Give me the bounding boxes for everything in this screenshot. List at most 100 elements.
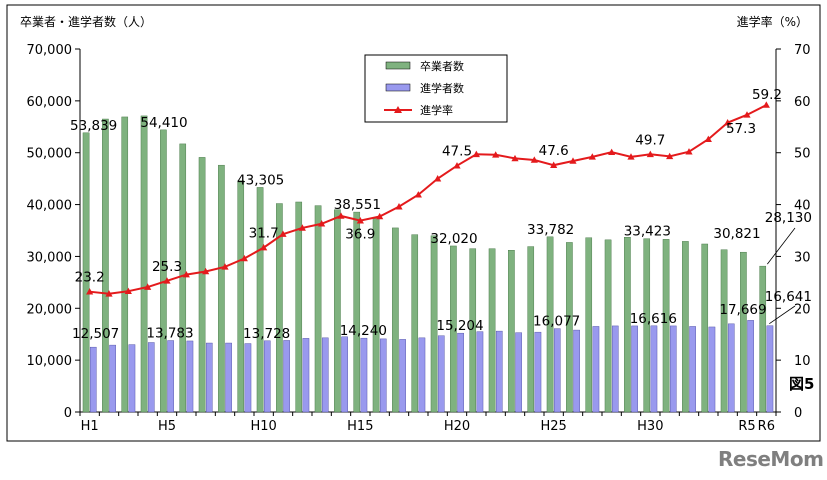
x-tick-label: H20 (444, 419, 470, 434)
bar-graduates (140, 115, 148, 413)
marker-rate (530, 156, 538, 163)
x-tick-label: H25 (541, 419, 567, 434)
data-label-enrolled: 15,204 (436, 318, 483, 334)
bar-enrolled (437, 335, 445, 413)
marker-rate (627, 153, 635, 160)
bar-enrolled (650, 325, 658, 413)
marker-rate (356, 217, 364, 224)
bar-graduates (353, 211, 361, 413)
data-label-graduates: 38,551 (334, 197, 381, 213)
bar-enrolled (128, 344, 136, 413)
x-tick-label: H15 (347, 419, 373, 434)
x-tick-label: R6 (758, 419, 775, 434)
right-axis-title: 進学率（%） (737, 14, 808, 29)
bar-graduates (430, 235, 438, 413)
x-tick-label: H1 (81, 419, 99, 434)
marker-rate (666, 152, 674, 160)
bar-graduates (643, 238, 651, 413)
data-label-rate: 47.6 (539, 143, 569, 159)
legend-label-graduates: 卒業者数 (420, 59, 464, 73)
data-label-rate: 59.2 (752, 87, 782, 103)
bar-enrolled (476, 331, 484, 413)
data-label-rate: 23.2 (75, 270, 105, 286)
bar-enrolled (244, 343, 252, 413)
marker-rate (260, 244, 268, 251)
marker-rate (569, 157, 577, 164)
marker-rate (163, 277, 171, 284)
legend-swatch-enrolled (385, 83, 411, 92)
marker-rate (704, 135, 712, 143)
bar-enrolled (708, 326, 716, 413)
bar-graduates (566, 242, 573, 413)
bar-enrolled (689, 326, 696, 413)
data-label-enrolled: 14,240 (340, 323, 387, 339)
data-label-graduates: 53,839 (70, 118, 117, 134)
marker-rate (202, 267, 210, 275)
y-right-tick-label: 20 (794, 302, 811, 317)
bar-enrolled (186, 340, 194, 413)
bar-enrolled (611, 325, 619, 413)
x-tick-label: H5 (158, 419, 176, 434)
data-label-graduates: 43,305 (237, 172, 284, 188)
line-rate (89, 104, 767, 295)
bar-graduates (160, 129, 167, 413)
data-label-graduates: 33,782 (527, 222, 574, 238)
bar-graduates (662, 239, 670, 413)
marker-rate (221, 263, 229, 270)
data-label-rate: 49.7 (635, 132, 665, 148)
bar-graduates (237, 180, 245, 413)
left-axis-title: 卒業者・進学者数（人） (20, 14, 152, 29)
marker-rate (86, 288, 94, 295)
bar-enrolled (147, 342, 155, 413)
bar-enrolled (418, 337, 426, 413)
marker-rate (762, 101, 770, 108)
bar-graduates (469, 248, 477, 413)
data-label-rate: 25.3 (152, 259, 182, 275)
y-left-tick-label: 0 (64, 406, 72, 421)
y-right-tick-label: 50 (794, 147, 811, 162)
x-tick-label: H30 (637, 419, 663, 434)
bar-graduates (546, 236, 554, 413)
bar-enrolled (631, 325, 638, 413)
y-right-tick-label: 10 (794, 354, 811, 369)
bar-graduates (701, 243, 709, 413)
bar-enrolled (321, 337, 329, 413)
y-left-tick-label: 20,000 (27, 302, 73, 317)
bar-graduates (527, 246, 535, 413)
marker-rate (608, 148, 616, 155)
bar-enrolled (766, 325, 774, 413)
bar-enrolled (225, 342, 232, 413)
bar-enrolled (399, 339, 406, 413)
marker-rate (492, 151, 500, 158)
marker-rate (685, 148, 693, 155)
marker-rate (434, 175, 442, 182)
bar-graduates (82, 132, 90, 413)
bar-graduates (488, 248, 496, 413)
marker-rate (105, 290, 113, 297)
marker-rate (550, 161, 558, 168)
data-label-graduates: 32,020 (430, 231, 477, 247)
marker-rate (472, 150, 480, 158)
y-left-tick-label: 30,000 (27, 250, 73, 265)
marker-rate (724, 119, 732, 126)
bar-graduates (624, 237, 631, 413)
marker-rate (414, 191, 422, 198)
legend: 卒業者数 進学者数 進学率 (364, 54, 508, 123)
y-right-tick-label: 60 (794, 95, 811, 110)
data-label-enrolled: 17,669 (719, 302, 766, 318)
bar-enrolled (573, 329, 580, 413)
bar-enrolled (495, 330, 503, 413)
marker-rate (337, 212, 345, 219)
legend-label-enrolled: 進学者数 (420, 81, 464, 95)
bar-graduates (256, 187, 264, 413)
bar-enrolled (553, 328, 561, 413)
x-tick-label: H10 (251, 419, 277, 434)
marker-rate (646, 150, 654, 158)
bar-enrolled (302, 338, 310, 413)
marker-rate (144, 283, 152, 290)
data-label-enrolled: 13,783 (146, 326, 193, 342)
plot-area: 0 10,000 20,000 30,000 40,000 50,000 60,000 70,… (27, 43, 813, 434)
bar-graduates (508, 250, 515, 413)
logo-text: ReseMom (718, 447, 823, 471)
bar-enrolled (592, 326, 600, 413)
